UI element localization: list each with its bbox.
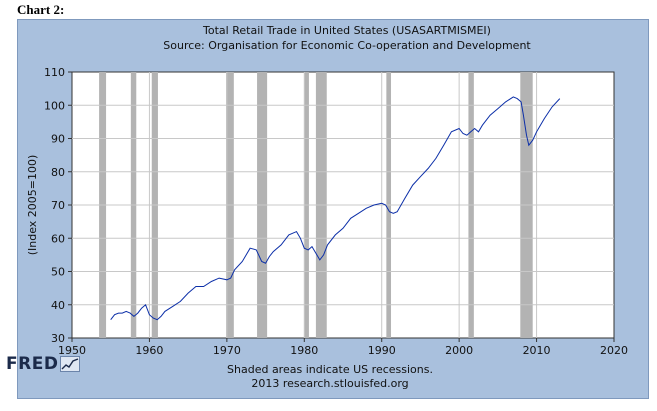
y-tick-label-60: 60: [51, 232, 65, 245]
y-tick-label-40: 40: [51, 299, 65, 312]
fred-chart-icon: [60, 356, 81, 372]
x-tick-label-2020: 2020: [600, 344, 628, 357]
series-line-retail-trade: [110, 96, 561, 321]
chart-title: Total Retail Trade in United States (USA…: [202, 24, 491, 37]
y-tick-label-80: 80: [51, 166, 65, 179]
x-tick-label-2000: 2000: [445, 344, 473, 357]
y-tick-label-70: 70: [51, 199, 65, 212]
chart-subtitle: Source: Organisation for Economic Co-ope…: [163, 39, 531, 52]
fred-logo-text: FRED: [6, 354, 59, 374]
footer-source: 2013 research.stlouisfed.org: [251, 377, 408, 390]
y-tick-label-110: 110: [44, 66, 65, 79]
y-tick-labels: 30 40 50 60 70 80 90 100 110: [44, 66, 65, 345]
fred-logo: FRED: [6, 354, 81, 374]
y-axis-label: (Index 2005=100): [26, 155, 39, 256]
y-tick-label-30: 30: [51, 332, 65, 345]
footer-note: Shaded areas indicate US recessions.: [227, 363, 433, 376]
y-tick-label-90: 90: [51, 133, 65, 146]
x-tick-label-1990: 1990: [368, 344, 396, 357]
x-tick-label-1980: 1980: [290, 344, 318, 357]
x-tick-label-1950: 1950: [58, 344, 86, 357]
y-tick-label-50: 50: [51, 266, 65, 279]
page-heading: Chart 2:: [17, 2, 65, 17]
x-tick-labels: 1950 1960 1970 1980 1990 2000 2010 2020: [58, 344, 628, 357]
x-tick-label-1970: 1970: [213, 344, 241, 357]
x-tick-label-2010: 2010: [523, 344, 551, 357]
grid-lines: [68, 71, 615, 342]
x-tick-label-1960: 1960: [135, 344, 163, 357]
y-tick-label-100: 100: [44, 99, 65, 112]
